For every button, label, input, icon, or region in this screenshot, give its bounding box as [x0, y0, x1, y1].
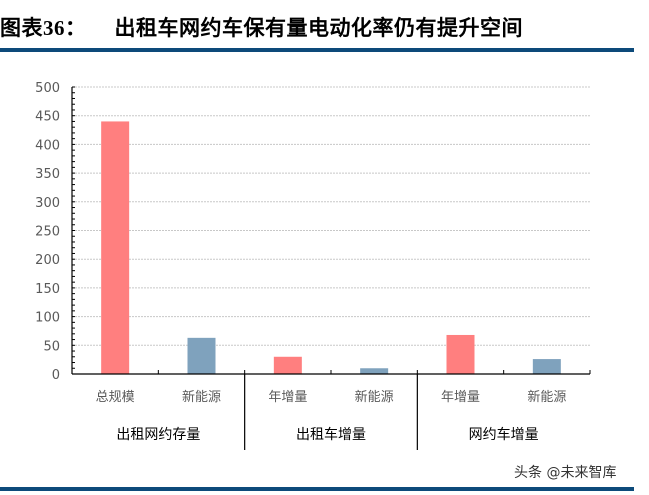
bar [187, 337, 216, 374]
y-tick-label: 100 [35, 311, 60, 326]
axes [71, 86, 591, 450]
figure-label: 图表 [0, 16, 43, 40]
figure-title: 图表36： 出租车网约车保有量电动化率仍有提升空间 [0, 12, 523, 42]
x-category-label: 年增量 [441, 390, 480, 405]
x-group-label: 网约车增量 [469, 426, 539, 443]
figure-number: 36 [43, 16, 65, 40]
bars [101, 121, 561, 374]
x-category-label: 新能源 [182, 389, 221, 405]
x-category-label: 总规模 [96, 390, 135, 405]
x-category-label: 新能源 [355, 389, 394, 405]
gridlines [72, 86, 590, 346]
y-tick-label: 300 [35, 196, 60, 211]
bar-chart: 0 50 100 150 200 250 300 350 400 450 500 总规模 新能源 年增量… [35, 81, 591, 450]
figure-title-text: 出租车网约车保有量电动化率仍有提升空间 [114, 16, 523, 40]
top-rule [0, 48, 634, 52]
bar [360, 368, 389, 374]
bar [273, 356, 302, 374]
y-tick-label: 500 [35, 81, 60, 96]
bar [532, 359, 561, 374]
figure-colon: ： [65, 16, 87, 40]
y-tick-label: 50 [43, 339, 60, 354]
x-category-label: 年增量 [268, 390, 307, 405]
x-group-label: 出租车增量 [296, 426, 366, 443]
y-tick-label: 400 [35, 138, 60, 153]
y-axis-ticks: 0 50 100 150 200 250 300 350 400 450 500 [35, 81, 60, 383]
bottom-rule [0, 487, 634, 491]
watermark: 头条 @未来智库 [514, 465, 617, 481]
x-group-label: 出租网约存量 [116, 427, 200, 443]
y-tick-label: 200 [35, 253, 60, 268]
y-tick-label: 350 [35, 167, 60, 182]
x-category-label: 新能源 [527, 389, 566, 405]
y-tick-label: 450 [35, 110, 60, 125]
bar [101, 121, 130, 374]
y-tick-label: 0 [52, 368, 60, 383]
bar [446, 334, 475, 374]
y-tick-label: 150 [35, 282, 60, 297]
y-tick-label: 250 [35, 225, 60, 240]
